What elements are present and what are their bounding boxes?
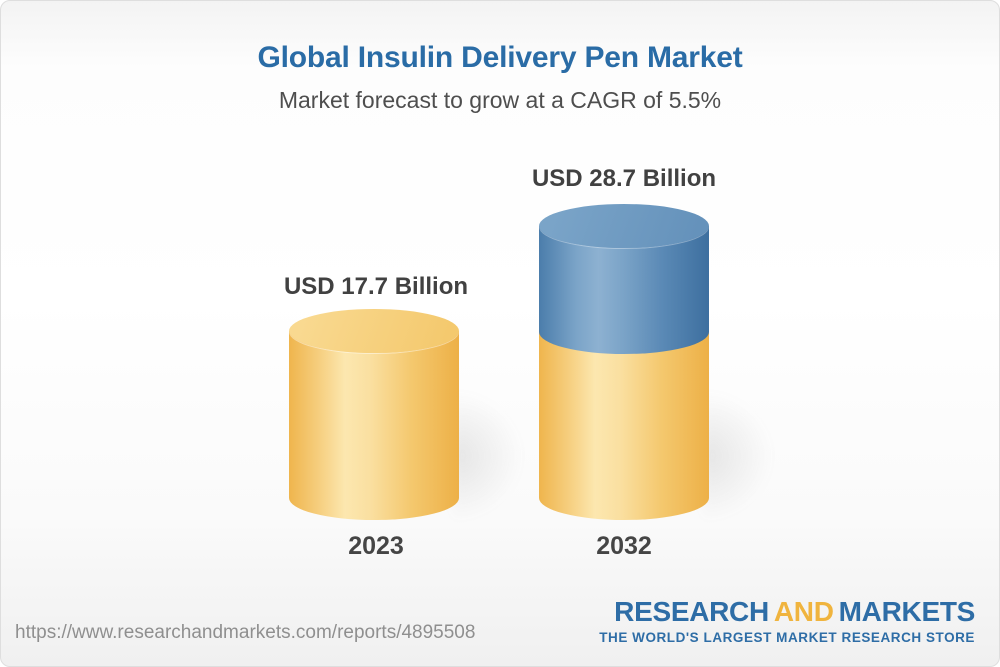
cylinder-2023-top	[289, 309, 459, 353]
logo-wordmark: RESEARCH AND MARKETS	[599, 598, 975, 626]
logo-tagline: THE WORLD'S LARGEST MARKET RESEARCH STOR…	[599, 630, 975, 645]
value-label-2032: USD 28.7 Billion	[531, 165, 717, 192]
research-and-markets-logo: RESEARCH AND MARKETS THE WORLD'S LARGEST M…	[599, 598, 975, 645]
value-label-2023: USD 17.7 Billion	[283, 273, 469, 300]
cylinder-2023-body	[289, 331, 459, 520]
axis-label-2032: 2032	[596, 532, 652, 560]
report-url: https://www.researchandmarkets.com/repor…	[15, 622, 476, 643]
logo-word-and: AND	[773, 596, 834, 627]
cylinder-2023-shadow	[453, 391, 523, 521]
cylinder-2032-base-segment	[539, 332, 709, 520]
chart-title: Global Insulin Delivery Pen Market	[257, 41, 743, 74]
cylinder-2032-top	[539, 204, 709, 248]
chart-subtitle: Market forecast to grow at a CAGR of 5.5…	[278, 87, 722, 113]
axis-label-2023: 2023	[348, 532, 404, 560]
cylinder-2032-shadow	[703, 391, 773, 521]
logo-word-markets: MARKETS	[838, 596, 976, 627]
logo-word-research: RESEARCH	[614, 596, 769, 627]
